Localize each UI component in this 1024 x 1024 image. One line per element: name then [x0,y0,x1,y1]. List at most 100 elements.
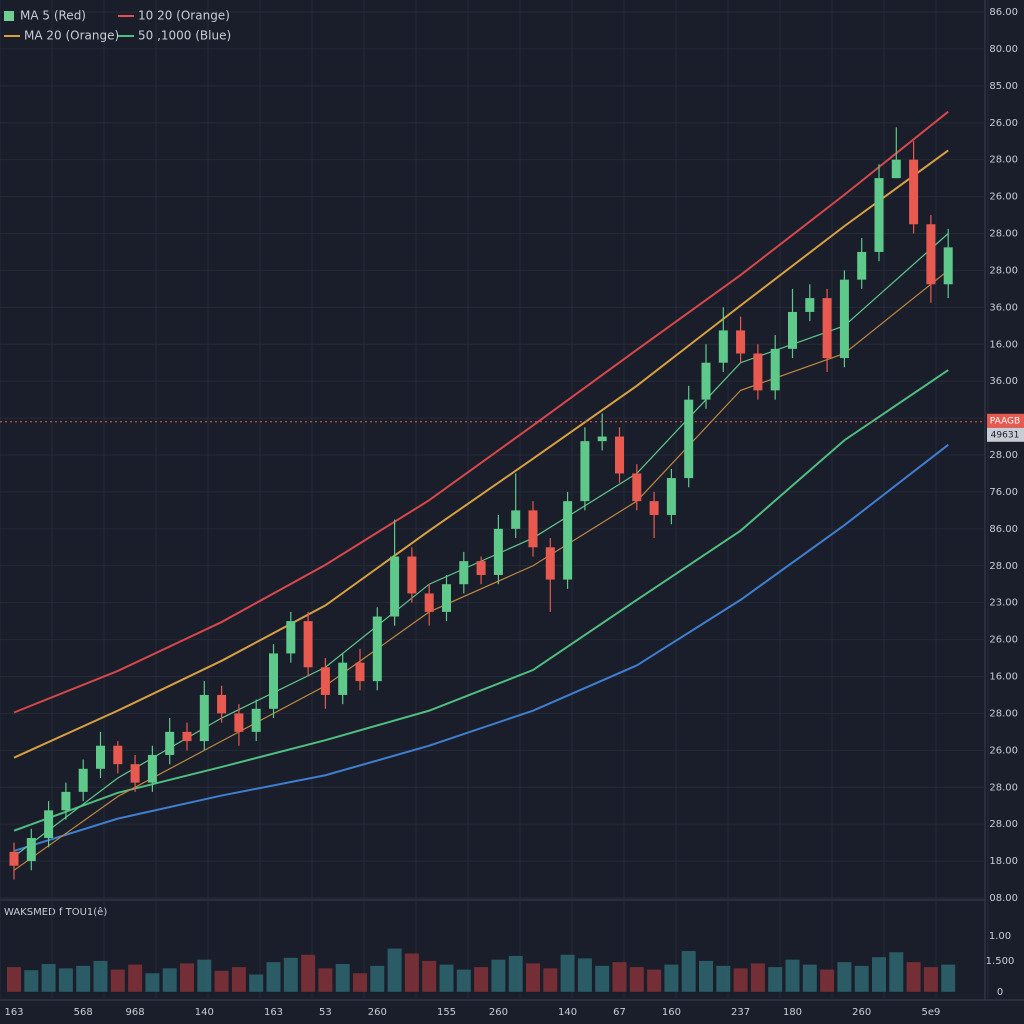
volume-bar [301,954,316,992]
candle-body [26,838,36,862]
candle-body [649,501,659,515]
volume-bar [802,964,817,992]
candle-body [701,362,711,400]
y-tick-label: 28.00 [989,155,1018,166]
candle-body [718,330,728,363]
candle-body [857,251,867,280]
x-tick-label: 5e9 [921,1007,940,1018]
candle-body [926,224,936,285]
y-tick-label: 80.00 [989,44,1018,55]
candle-body [476,561,486,575]
volume-bar [456,969,471,992]
volume-bar [58,968,73,992]
candle-body [666,478,676,515]
y-tick-label: 26.00 [989,192,1018,203]
y-tick-label: 28.00 [989,450,1018,461]
y-tick-label: 28.00 [989,561,1018,572]
candle-body [493,528,503,575]
y-tick-label: 28.00 [989,782,1018,793]
x-tick-label: 140 [195,1007,214,1018]
candle-body [545,547,555,580]
volume-bar [318,968,333,992]
volume-bar [266,962,281,992]
candle-body [44,810,54,839]
volume-bar [387,948,402,992]
price-sublabel: 49631 [991,430,1020,440]
ma-line [13,110,949,714]
volume-bar [231,967,246,992]
volume-bar [180,963,194,992]
candle-body [113,745,123,765]
candle-body [805,298,815,312]
candle-body [320,667,330,695]
volume-bar [214,970,229,992]
candle-body [217,694,227,714]
volume-label: WAKSMED f TOU1(ê) [4,906,107,918]
ma-line [13,369,949,832]
volume-bar [335,964,350,992]
volume-bar [128,964,143,992]
volume-bar [906,962,921,992]
candle-body [891,159,901,179]
legend-label: MA 5 (Red) [20,9,86,23]
candle-body [234,713,244,732]
volume-bar [560,954,575,992]
candle-body [874,178,884,252]
volume-bar [941,964,956,992]
x-tick-label: 568 [74,1007,93,1018]
candle-body [199,694,209,742]
x-tick-label: 140 [558,1007,577,1018]
y-tick-label: 23.00 [989,598,1018,609]
candle-body [303,621,313,668]
x-tick-label: 155 [437,1007,456,1018]
volume-bar [474,967,489,992]
y-tick-label: 08.00 [989,893,1018,904]
volume-bar [577,958,592,992]
x-tick-label: 260 [489,1007,508,1018]
volume-bar [872,957,886,992]
candle-body [770,348,780,391]
volume-bar [353,973,367,992]
volume-bar [24,970,39,992]
volume-tick-label: 1.500 [986,956,1015,967]
x-tick-label: 67 [613,1007,626,1018]
legend-swatch [4,11,14,21]
volume-bar [768,967,783,992]
y-tick-label: 86.00 [989,7,1018,18]
volume-bar [664,964,679,992]
volume-tick-label: 1.00 [989,931,1011,942]
x-tick-label: 163 [264,1007,283,1018]
candle-body [355,662,365,682]
y-tick-label: 76.00 [989,487,1018,498]
candle-body [165,731,175,755]
price-label: PAAGB [990,416,1020,426]
volume-bar [733,968,748,992]
candle-body [286,621,296,654]
y-tick-label: 28.00 [989,265,1018,276]
x-tick-label: 53 [319,1007,332,1018]
volume-bar [283,957,298,992]
x-tick-label: 260 [368,1007,387,1018]
volume-bar [837,962,852,992]
volume-bar [7,967,21,992]
y-tick-label: 28.00 [989,819,1018,830]
volume-bar [422,960,437,992]
volume-bar [370,965,385,992]
volume-bar [249,974,264,992]
x-tick-label: 180 [783,1007,802,1018]
ma-line [13,444,949,852]
volume-bar [162,968,177,992]
volume-bar [750,963,765,992]
candle-body [943,247,953,285]
volume-bar [716,965,731,992]
candle-body [372,616,382,682]
candle-body [130,764,140,783]
legend-label: 10 20 (Orange) [138,9,230,23]
x-tick-label: 260 [852,1007,871,1018]
volume-bar [612,962,627,992]
candle-body [61,791,71,811]
volume-bar [820,969,835,992]
candle-body [511,510,521,529]
